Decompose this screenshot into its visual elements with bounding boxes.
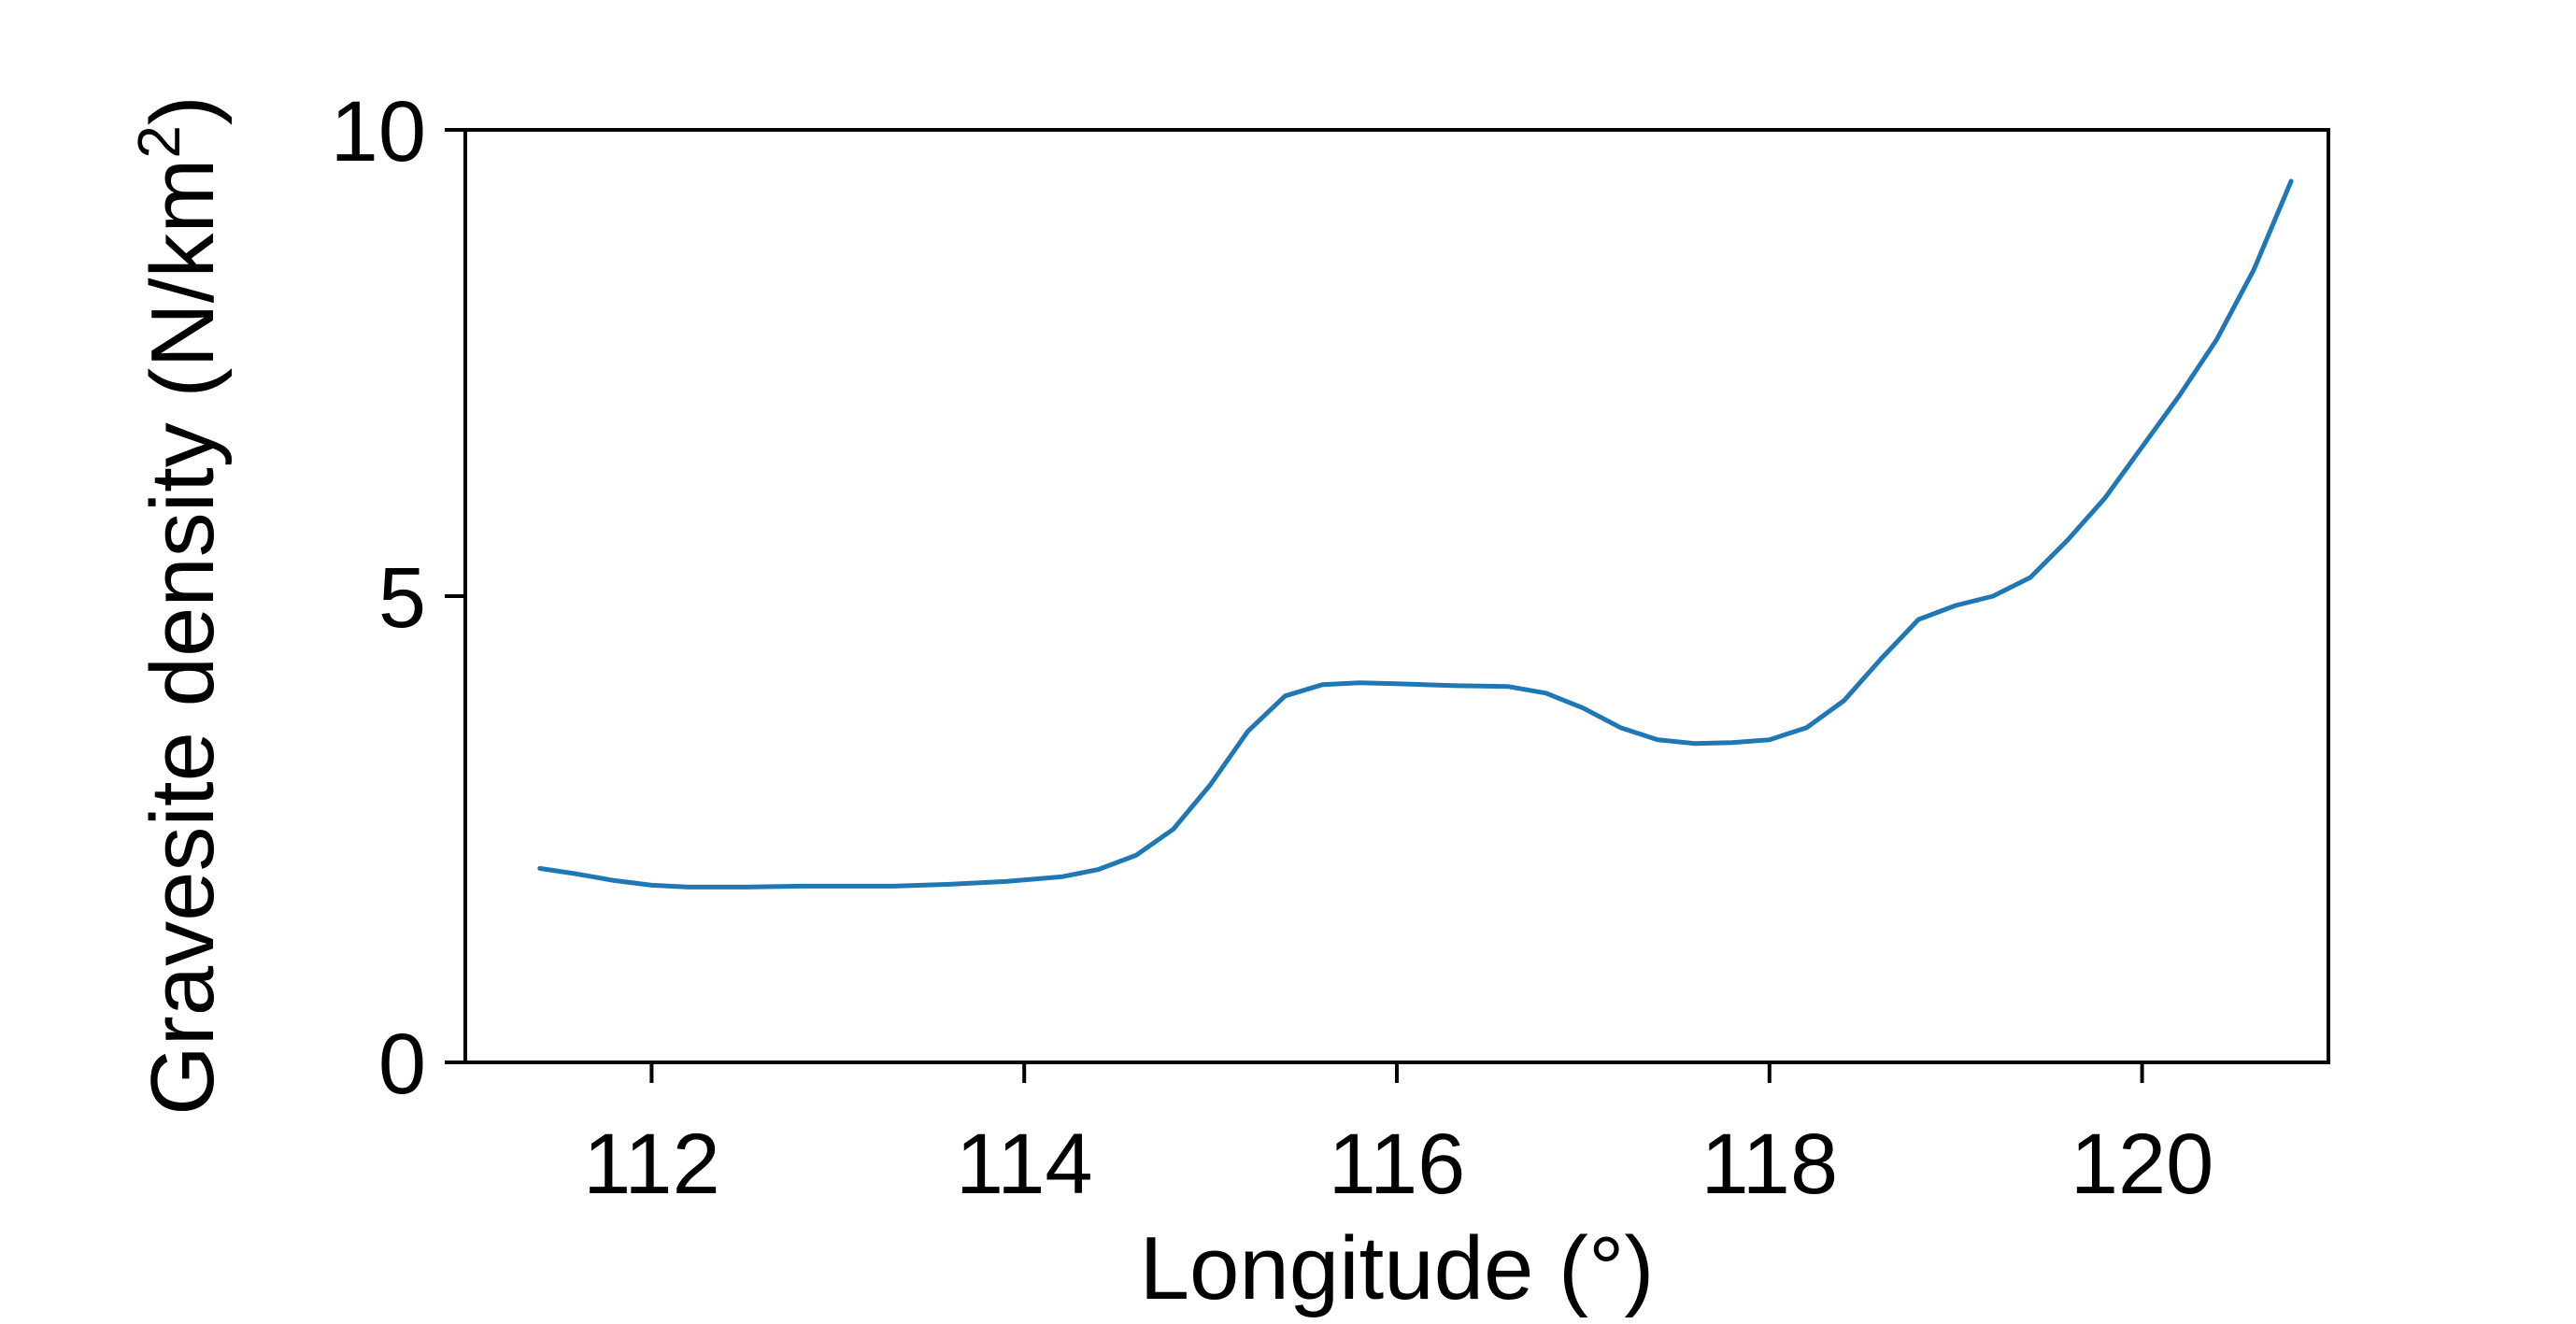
x-tick-label: 116	[1329, 1117, 1466, 1212]
plot-area	[537, 178, 2294, 890]
series-line	[537, 178, 2294, 890]
y-tick-label: 10	[331, 84, 426, 179]
y-axis-title-main: Gravesite density (N/km	[133, 159, 233, 1116]
x-tick-label: 114	[956, 1117, 1093, 1212]
y-tick-label: 0	[378, 1017, 426, 1112]
x-tick-label: 118	[1701, 1117, 1838, 1212]
y-axis: 0 5 10	[331, 84, 465, 1112]
y-tick-label: 5	[378, 550, 426, 646]
plot-frame	[463, 128, 2330, 1064]
x-axis: 112 114 116 118 120	[583, 1062, 2213, 1212]
x-tick-label: 120	[2071, 1117, 2214, 1212]
y-axis-title-close: )	[133, 95, 233, 125]
y-axis-title: Gravesite density (N/km2)	[125, 95, 233, 1116]
x-axis-title: Longitude (°)	[1140, 1218, 1655, 1318]
x-tick-label: 112	[583, 1117, 720, 1212]
y-axis-title-superscript: 2	[125, 125, 192, 159]
